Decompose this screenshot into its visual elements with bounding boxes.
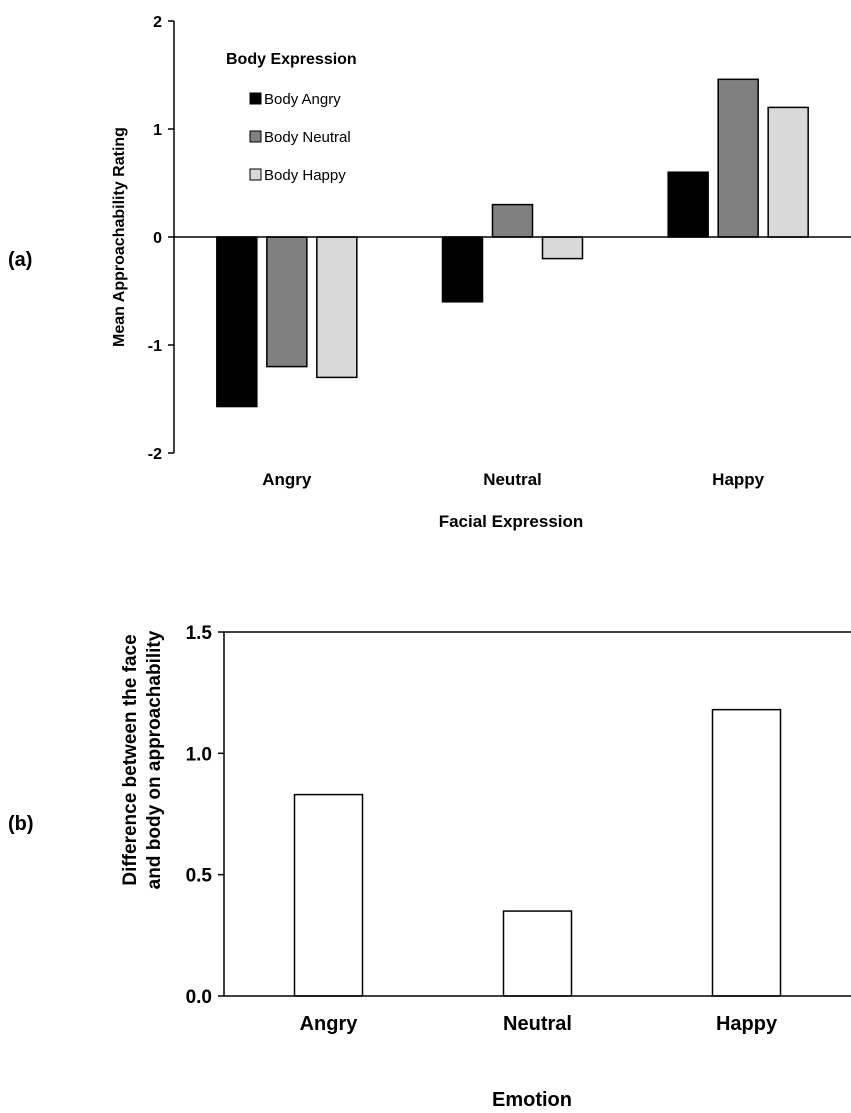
y-tick-label: 0.0 [186,987,212,1008]
y-tick-label: 0.5 [186,866,213,887]
chart-panel-a: (a) -2 -1 0 1 2 Angry Neutral Happy Facial Exp… [8,14,851,531]
panel-label-a: (a) [8,249,32,271]
bar-1-1 [491,203,534,238]
chart-panel-b: (b) 0.0 0.5 1.0 1.5 Angry Neutral Happy Emoti… [8,623,851,1111]
y-axis-title-b-line-1: Difference between the face [120,634,141,885]
legend-swatch [249,92,262,105]
x-tick-labels-b: Angry Neutral Happy [300,1013,778,1035]
x-tick-label: Happy [712,470,765,489]
x-tick-label: Angry [262,470,312,489]
y-tick-label: -2 [148,446,162,463]
bar-1-2 [541,236,584,260]
bar-2 [711,708,782,997]
y-tick-label: 0 [153,230,162,247]
y-axis-title-b-line-2: and body on approachability [144,630,165,889]
y-tick-labels-a: -2 -1 0 1 2 [148,14,162,463]
x-axis-title-b: Emotion [492,1089,572,1111]
legend-swatch [249,130,262,143]
x-tick-label: Angry [300,1013,359,1035]
bar-2-0 [667,171,709,238]
bar-0 [293,793,364,997]
x-tick-label: Happy [716,1013,778,1035]
bar-1 [502,910,573,997]
bar-1-0 [441,236,484,303]
y-axis-title-b: Difference between the face and body on … [120,630,165,889]
legend-items-a: Body Angry Body Neutral Body Happy [249,91,351,184]
y-tick-label: 1.0 [186,744,212,765]
y-tick-label: 2 [153,14,162,31]
bar-2-1 [717,78,759,238]
x-axis-title-a: Facial Expression [439,512,584,531]
x-tick-label: Neutral [503,1013,572,1035]
bar-0-2 [316,236,358,379]
axes-a [168,20,851,454]
bars-b [293,708,782,997]
legend-label: Body Angry [264,91,341,108]
y-axis-title-a: Mean Approachability Rating [111,127,128,347]
legend-title-a: Body Expression [226,51,357,68]
y-tick-labels-b: 0.0 0.5 1.0 1.5 [186,623,213,1008]
y-tick-label: -1 [148,338,162,355]
panel-label-b: (b) [8,813,34,835]
bar-2-2 [767,106,809,238]
bar-0-0 [216,236,258,408]
x-tick-label: Neutral [483,470,542,489]
legend-label: Body Happy [264,167,346,184]
axes-b [218,631,851,997]
legend-swatch [249,168,262,181]
x-tick-labels-a: Angry Neutral Happy [262,470,764,489]
y-tick-label: 1 [153,122,162,139]
y-tick-label: 1.5 [186,623,213,644]
legend-label: Body Neutral [264,129,351,146]
bar-0-1 [266,236,308,368]
